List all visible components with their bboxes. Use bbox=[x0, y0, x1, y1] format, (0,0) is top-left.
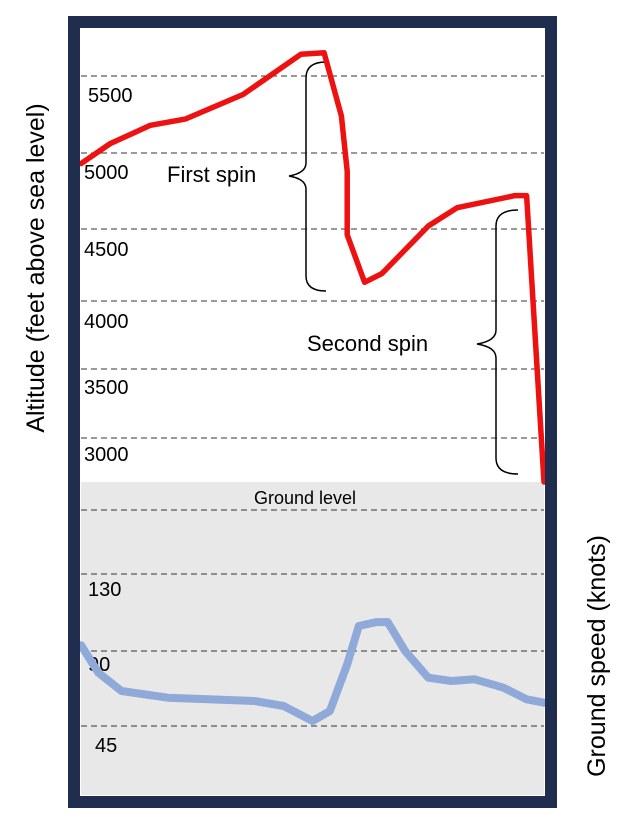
altitude-tick-label: 5000 bbox=[84, 162, 129, 184]
ground-speed-series-line bbox=[77, 618, 548, 725]
first-spin-bracket bbox=[288, 61, 327, 292]
altitude-series-line bbox=[78, 50, 547, 485]
altitude-axis-title: Altitude (feet above sea level) bbox=[22, 103, 50, 432]
altitude-tick-label: 4000 bbox=[84, 311, 129, 333]
ground-panel bbox=[81, 482, 544, 795]
chart-frame bbox=[68, 16, 557, 808]
altitude-tick-label: 5500 bbox=[88, 85, 133, 107]
altitude-tick-label: 3500 bbox=[84, 377, 129, 399]
second-spin-bracket bbox=[476, 209, 519, 475]
ground-level-label: Ground level bbox=[254, 488, 356, 508]
altitude-tick-label: 4500 bbox=[84, 239, 129, 261]
second-spin-annotation: Second spin bbox=[307, 331, 428, 356]
altitude-tick-label: 3000 bbox=[84, 444, 129, 466]
ground-speed-axis-title: Ground speed (knots) bbox=[583, 535, 611, 777]
ground-speed-tick-label: 130 bbox=[88, 579, 121, 601]
first-spin-annotation: First spin bbox=[167, 162, 256, 187]
gridlines bbox=[81, 75, 544, 727]
ground-speed-tick-label: 45 bbox=[95, 735, 117, 757]
